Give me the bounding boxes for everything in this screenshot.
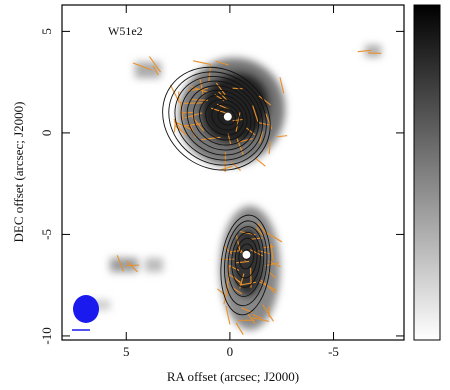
y-tick-label: 5 [39, 28, 54, 35]
chart-title: W51e2 [108, 24, 143, 38]
polarization-vector [184, 103, 203, 104]
polarization-vector [193, 61, 211, 65]
x-tick-label: 0 [227, 344, 234, 359]
x-axis-label: RA offset (arcsec; J2000) [167, 369, 299, 384]
plot-area [86, 37, 381, 335]
polarization-vector [256, 158, 266, 166]
chart: W51e2 RA offset (arcsec; J2000) DEC offs… [0, 0, 450, 390]
polarization-vector [233, 88, 243, 89]
peak-marker [224, 113, 232, 121]
y-tick-label: -10 [39, 327, 54, 344]
y-tick-label: -5 [39, 229, 54, 240]
peak-marker [242, 251, 250, 259]
x-tick-label: 5 [123, 344, 130, 359]
x-tick-label: -5 [328, 344, 339, 359]
y-tick-label: 0 [39, 130, 54, 137]
y-axis-label: DEC offset (arcsec; J2000) [11, 102, 26, 243]
beam [73, 295, 99, 323]
colorbar [414, 5, 440, 340]
page: {"chart_data": {"type": "scatter", "titl… [0, 0, 450, 390]
